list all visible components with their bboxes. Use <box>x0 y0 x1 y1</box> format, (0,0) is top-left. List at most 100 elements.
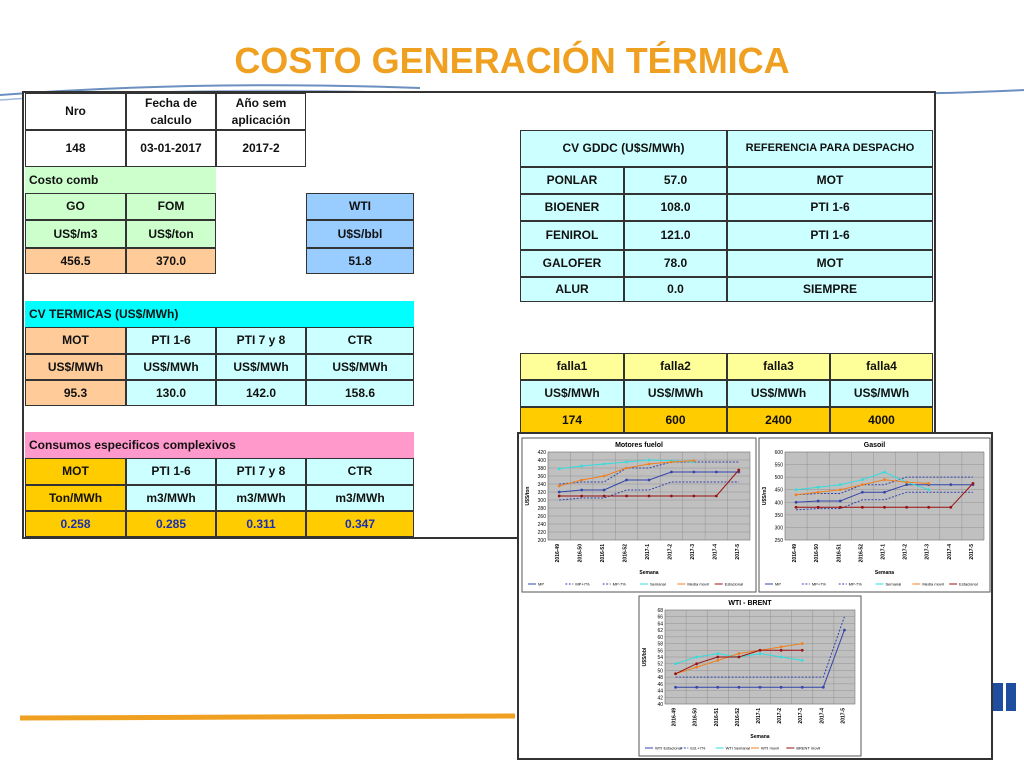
series-marker <box>695 685 699 689</box>
table-cell: US$/MWh <box>520 380 624 407</box>
series-marker <box>670 494 673 498</box>
x-tick-label: 2016-51 <box>600 544 606 563</box>
table-cell: falla4 <box>830 353 933 380</box>
table-cell: 57.0 <box>624 167 727 194</box>
logo <box>1006 683 1016 711</box>
series-marker <box>602 488 606 492</box>
table-cell: U$S/bbl <box>306 220 414 248</box>
series-marker <box>670 470 673 474</box>
table-cell: US$/MWh <box>306 354 414 380</box>
series-marker <box>838 488 842 492</box>
y-tick-label: 380 <box>538 466 547 472</box>
y-tick-label: 46 <box>657 682 663 688</box>
series-marker <box>737 468 741 472</box>
table-cell: 0.347 <box>306 511 414 537</box>
series-marker <box>695 655 699 659</box>
spreadsheet: Nro 148 Fecha de calculo 03-01-2017 Año sem … <box>22 91 936 539</box>
table-cell: 0.311 <box>216 511 306 537</box>
table-cell: PTI 7 y 8 <box>216 327 306 354</box>
y-tick-label: 44 <box>657 689 663 695</box>
series-marker <box>821 685 825 689</box>
legend-label: MP <box>775 582 781 587</box>
series-marker <box>625 478 628 482</box>
series-marker <box>647 462 651 466</box>
series-marker <box>647 494 651 498</box>
chart-title: Gasoil <box>864 442 885 449</box>
table-cell: GO <box>25 193 126 220</box>
x-tick-label: 2017-1 <box>756 708 762 724</box>
series-marker <box>714 470 718 474</box>
series-marker <box>883 470 886 474</box>
table-cell: GALOFER <box>520 250 624 277</box>
series-marker <box>883 478 886 482</box>
series-marker <box>625 466 628 470</box>
table-cell: MOT <box>25 458 126 485</box>
series-marker <box>674 672 677 676</box>
header-cell: Nro <box>25 93 126 130</box>
series-marker <box>860 490 864 494</box>
series-marker <box>716 652 720 656</box>
y-tick-label: 400 <box>538 458 547 464</box>
y-axis-label: U$S/bbl <box>642 647 648 666</box>
x-tick-label: 2017-2 <box>667 544 673 560</box>
series-marker <box>949 505 953 509</box>
legend-label: MP-7% <box>613 582 627 587</box>
series-marker <box>779 648 783 652</box>
series-marker <box>716 685 720 689</box>
table-cell: CTR <box>306 458 414 485</box>
table-cell: 0.0 <box>624 277 727 302</box>
y-tick-label: 340 <box>538 482 547 488</box>
series-marker <box>695 665 699 669</box>
series-marker <box>737 655 741 659</box>
series-marker <box>860 505 864 509</box>
series-marker <box>816 505 820 509</box>
y-tick-label: 50 <box>657 668 663 674</box>
series-marker <box>557 494 561 498</box>
x-tick-label: 2016-49 <box>672 708 678 727</box>
series-marker <box>737 685 741 689</box>
x-tick-label: 2017-3 <box>798 708 804 724</box>
legend-label: Estacional <box>959 582 978 587</box>
table-cell: 0.285 <box>126 511 216 537</box>
x-tick-label: 2016-50 <box>693 708 699 727</box>
legend-label: Est.+7% <box>690 746 705 751</box>
y-tick-label: 58 <box>657 642 663 648</box>
y-tick-label: 260 <box>538 514 547 520</box>
header-cell: Año sem aplicación <box>216 93 306 130</box>
table-cell: US$/MWh <box>830 380 933 407</box>
plot-area <box>784 451 985 541</box>
series-marker <box>692 470 696 474</box>
series-marker <box>779 645 783 649</box>
x-tick-label: 2017-3 <box>690 544 696 560</box>
x-tick-label: 2016-52 <box>623 544 629 563</box>
table-cell: PONLAR <box>520 167 624 194</box>
table-cell: FOM <box>126 193 216 220</box>
series-marker <box>860 478 864 482</box>
y-tick-label: 360 <box>538 474 547 480</box>
series-marker <box>816 485 820 489</box>
y-tick-label: 450 <box>775 488 784 494</box>
series-marker <box>927 482 931 485</box>
x-tick-label: 2016-51 <box>714 708 720 727</box>
series-marker <box>647 458 651 462</box>
table-cell: 158.6 <box>306 380 414 406</box>
x-axis-label: Semana <box>639 570 658 576</box>
y-tick-label: 350 <box>775 513 784 519</box>
x-tick-label: 2017-4 <box>819 708 825 724</box>
table-cell: PTI 7 y 8 <box>216 458 306 485</box>
table-cell: PTI 1-6 <box>727 221 933 250</box>
series-marker <box>949 483 953 487</box>
table-cell: 2400 <box>727 407 830 433</box>
table-cell: US$/MWh <box>216 354 306 380</box>
x-tick-label: 2017-5 <box>735 544 741 560</box>
series-marker <box>794 500 798 504</box>
header-value: 03-01-2017 <box>126 130 216 167</box>
y-tick-label: 42 <box>657 695 663 701</box>
series-marker <box>714 494 718 498</box>
y-tick-label: 320 <box>538 490 547 496</box>
series-marker <box>602 474 606 478</box>
series-marker <box>794 493 798 497</box>
legend-label: Semanal <box>886 582 902 587</box>
x-tick-label: 2016-49 <box>792 544 798 563</box>
series-marker <box>905 480 909 484</box>
